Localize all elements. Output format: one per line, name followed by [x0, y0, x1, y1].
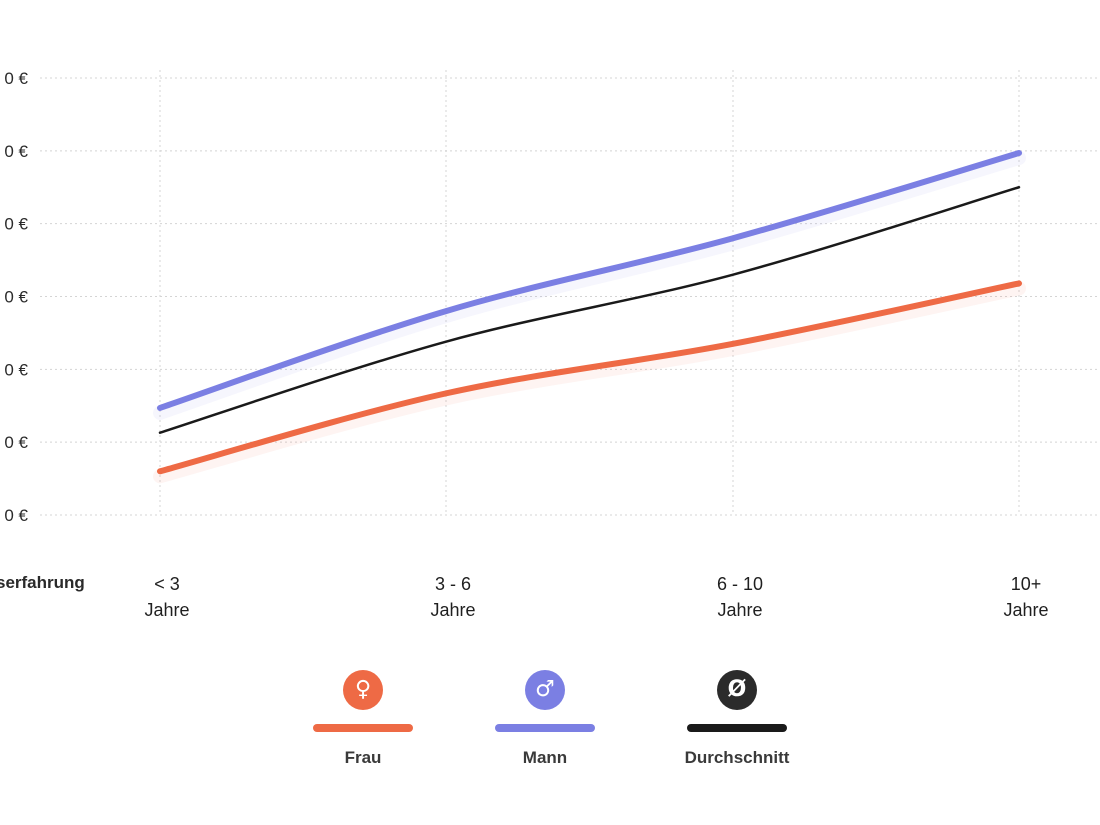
- legend: ♀ Frau ♂ Mann Ø Durchschnitt: [0, 670, 1100, 790]
- series-line-durchschnitt: [158, 186, 1021, 434]
- line-chart: 0 € 0 € 0 € 0 € 0 € 0 € 0 € < 3 Jahre 3 - 6 Jahre…: [0, 69, 1100, 620]
- y-tick-label: 0 €: [4, 360, 28, 379]
- gridlines: [40, 70, 1100, 516]
- legend-label: Mann: [522, 748, 568, 767]
- x-tick-label: 10+ Jahre: [1003, 574, 1048, 620]
- series-line-frau: [157, 280, 1022, 475]
- x-axis-title: serfahrung: [0, 573, 85, 592]
- x-axis-ticks: < 3 Jahre 3 - 6 Jahre 6 - 10 Jahre 10+ Jahre: [144, 574, 1048, 620]
- y-tick-label: 0 €: [4, 433, 28, 452]
- x-tick-label: < 3 Jahre: [144, 574, 189, 620]
- series-line-mann: [157, 150, 1022, 411]
- y-tick-label: 0 €: [4, 288, 28, 307]
- y-tick-label: 0 €: [4, 215, 28, 234]
- legend-item-frau: ♀ Frau: [283, 670, 443, 768]
- y-axis-ticks: 0 € 0 € 0 € 0 € 0 € 0 € 0 €: [4, 69, 28, 525]
- series-shadow: [153, 281, 1026, 484]
- legend-line-swatch: [313, 724, 413, 732]
- series-lines: [153, 150, 1026, 484]
- legend-label: Frau: [344, 748, 382, 767]
- average-symbol-icon: Ø: [717, 670, 757, 710]
- legend-line-swatch: [495, 724, 595, 732]
- legend-line-swatch: [687, 724, 787, 732]
- legend-label: Durchschnitt: [684, 748, 790, 767]
- y-tick-label: 0 €: [4, 69, 28, 88]
- x-tick-label: 3 - 6 Jahre: [430, 574, 475, 620]
- y-tick-label: 0 €: [4, 142, 28, 161]
- male-symbol-icon: ♂: [525, 670, 565, 710]
- legend-item-durchschnitt: Ø Durchschnitt: [657, 670, 817, 768]
- series-shadow: [153, 151, 1026, 420]
- y-tick-label: 0 €: [4, 506, 28, 525]
- x-tick-label: 6 - 10 Jahre: [717, 574, 763, 620]
- legend-item-mann: ♂ Mann: [465, 670, 625, 768]
- female-symbol-icon: ♀: [343, 670, 383, 710]
